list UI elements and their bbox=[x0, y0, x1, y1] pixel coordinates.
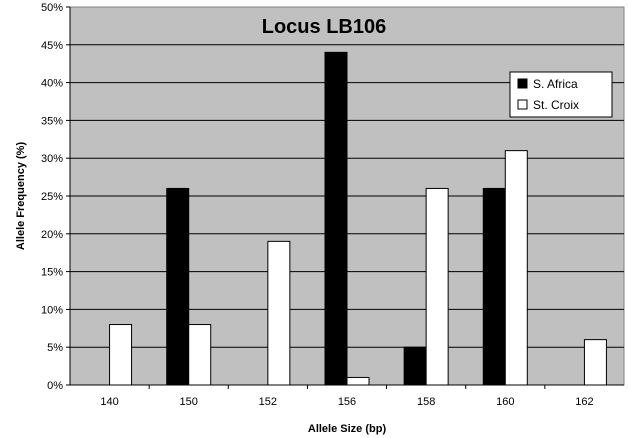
x-axis-ticks: 140 150 152 156 158 160 162 bbox=[100, 385, 594, 408]
y-tick-label: 20% bbox=[41, 229, 63, 241]
x-tick-label: 140 bbox=[100, 396, 118, 408]
bar-st-croix-140 bbox=[109, 324, 133, 386]
bar-s-africa-160 bbox=[482, 187, 506, 386]
y-tick-label: 50% bbox=[41, 2, 63, 14]
x-tick-label: 152 bbox=[259, 396, 277, 408]
bar-st-croix-158 bbox=[425, 187, 449, 386]
x-tick-label: 150 bbox=[180, 396, 198, 408]
x-tick-label: 160 bbox=[496, 396, 514, 408]
y-tick-label: 45% bbox=[41, 40, 63, 52]
bar-st-croix-162 bbox=[583, 339, 607, 386]
bar-st-croix-156 bbox=[346, 376, 370, 386]
bar-st-croix-150 bbox=[188, 324, 212, 386]
x-tick-label: 162 bbox=[575, 396, 593, 408]
y-tick-label: 30% bbox=[41, 153, 63, 165]
x-tick-label: 158 bbox=[417, 396, 435, 408]
y-axis-title: Allele Frequency (%) bbox=[15, 142, 27, 251]
legend: S. Africa St. Croix bbox=[509, 71, 613, 118]
bar-s-africa-156 bbox=[324, 51, 348, 386]
bar-st-croix-160 bbox=[504, 150, 528, 386]
bar-s-africa-150 bbox=[166, 187, 190, 386]
x-axis-title: Allele Size (bp) bbox=[308, 423, 387, 435]
bar-st-croix-152 bbox=[267, 240, 291, 386]
legend-swatch-s-africa bbox=[517, 78, 528, 89]
y-tick-label: 40% bbox=[41, 78, 63, 90]
legend-label-s-africa: S. Africa bbox=[533, 77, 578, 91]
y-tick-label: 10% bbox=[41, 304, 63, 316]
y-tick-label: 35% bbox=[41, 115, 63, 127]
y-tick-label: 5% bbox=[47, 342, 63, 354]
legend-label-st-croix: St. Croix bbox=[533, 98, 579, 112]
legend-swatch-st-croix bbox=[517, 99, 528, 110]
y-axis-ticks: 0% 5% 10% 15% 20% 25% 30% 35% 40% 45% 50% bbox=[41, 2, 70, 392]
y-tick-label: 0% bbox=[47, 380, 63, 392]
bar-s-africa-158 bbox=[403, 346, 427, 386]
chart-title: Locus LB106 bbox=[262, 16, 386, 38]
bars bbox=[109, 51, 607, 386]
y-tick-label: 25% bbox=[41, 191, 63, 203]
x-tick-label: 156 bbox=[338, 396, 356, 408]
y-tick-label: 15% bbox=[41, 267, 63, 279]
